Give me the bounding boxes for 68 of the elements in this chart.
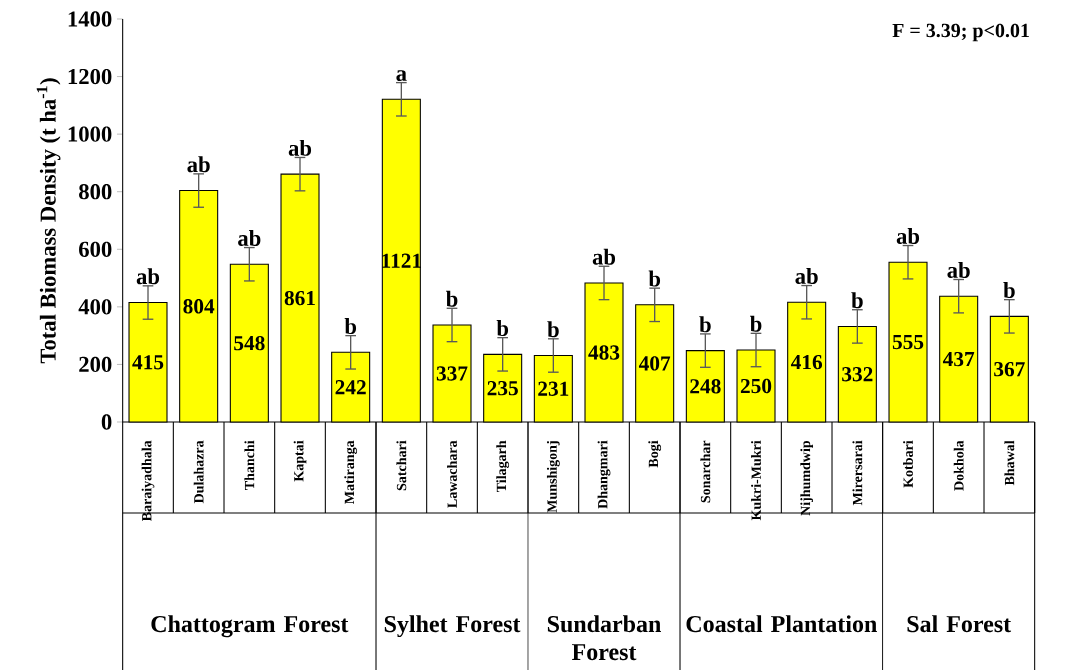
annotation: a (396, 70, 407, 82)
data-label: 332 (842, 367, 873, 382)
x-tick-label: Bhawal (1004, 440, 1015, 486)
data-label: 437 (942, 352, 975, 367)
x-tick-label: Matiranga (344, 440, 358, 505)
y-tick-label: 200 (79, 357, 112, 373)
y-tick-label: 600 (79, 241, 112, 258)
annotation: ab (136, 268, 160, 285)
text: Chattogram Forest (151, 615, 349, 638)
x-tick-label: Munshigonj (546, 441, 560, 513)
x-tick-label: Dokhola (953, 440, 964, 491)
annotation: b (496, 320, 509, 337)
data-label: 483 (588, 345, 620, 360)
data-label: 415 (132, 355, 164, 370)
annotation: ab (896, 228, 920, 245)
x-tick-label: Kaptai (293, 440, 307, 482)
data-label: 407 (638, 356, 671, 371)
y-tick-label: 1400 (68, 11, 112, 27)
y-axis-title: Total Biomass Density (t ha$^{-1}$) (36, 78, 61, 364)
annotation: ab (592, 248, 616, 265)
data-label: 861 (284, 291, 315, 306)
x-tick-label: Dulahazra (193, 440, 204, 504)
text: Sundarban Forest (547, 615, 661, 661)
annotation: b (1003, 282, 1015, 299)
y-tick-label: 1000 (68, 126, 112, 143)
data-label: 416 (790, 355, 823, 370)
text: Coastal Plantation (686, 615, 877, 633)
data-label: 555 (892, 335, 924, 350)
data-label: 242 (335, 380, 366, 395)
annotation: b (750, 316, 762, 332)
annotation: ab (187, 156, 210, 173)
text: Sal Forest (907, 615, 1012, 633)
data-label: 337 (436, 366, 468, 381)
x-tick-label: Dhangmari (597, 440, 611, 509)
data-label: 248 (690, 379, 721, 394)
annotation: b (547, 321, 559, 338)
y-tick-label: 1200 (68, 69, 112, 85)
data-label: 250 (740, 379, 772, 394)
annotation: F = 3.39; p<0.01 (892, 23, 1029, 42)
annotation: b (851, 292, 863, 309)
data-label: 235 (487, 381, 518, 396)
x-tick-label: Baraiyadhala (141, 440, 155, 522)
x-tick-label: Bogi (648, 440, 662, 468)
annotation: b (648, 270, 661, 287)
x-tick-label: Kotbari (903, 440, 913, 488)
x-tick-label: Sonarchar (700, 440, 711, 503)
text: Sylhet Forest (384, 615, 521, 638)
x-tick-label: Nijhumdwip (800, 441, 814, 516)
annotation: b (446, 290, 458, 307)
data-label: 367 (994, 362, 1025, 377)
x-tick-label: Mirersarai (852, 440, 863, 506)
data-label: 231 (538, 381, 569, 397)
annotation: ab (795, 268, 818, 285)
data-label: 548 (234, 336, 265, 351)
annotation: ab (288, 140, 312, 157)
annotation: ab (947, 262, 970, 279)
annotation: b (344, 318, 357, 335)
x-tick-label: Satchari (396, 440, 407, 491)
y-tick-label: 400 (78, 299, 112, 315)
x-tick-label: Thanchi (244, 440, 255, 491)
annotation: ab (238, 230, 261, 247)
data-label: 804 (183, 299, 215, 314)
y-tick-label: 0 (101, 414, 112, 430)
x-tick-label: Tilagarh (496, 440, 510, 493)
annotation: b (699, 316, 711, 333)
y-tick-label: 800 (79, 184, 112, 200)
x-tick-label: Kukri-Mukri (751, 440, 761, 521)
x-tick-label: Lawachara (447, 440, 457, 509)
